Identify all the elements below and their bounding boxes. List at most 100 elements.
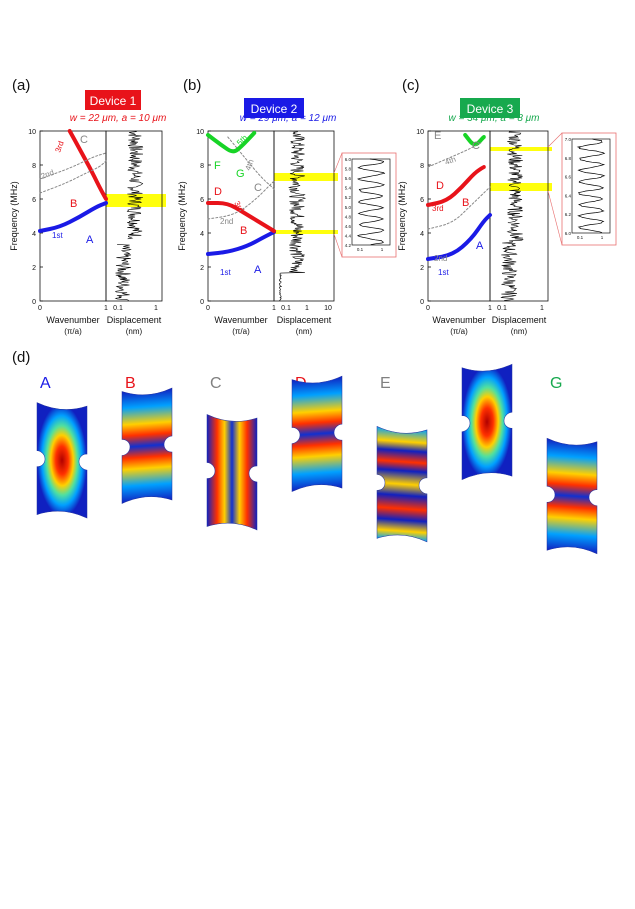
wn-tick-label: 1 [488, 305, 492, 312]
branch-label: 2nd [40, 168, 56, 181]
branch-label: 3rd [432, 204, 444, 213]
y-tick-label: 4 [200, 231, 204, 238]
inset-y-tick: 6.2 [565, 212, 572, 217]
mode-point-label: A [254, 264, 262, 276]
mode-point-label: B [240, 225, 247, 237]
wn-tick-label: 0 [38, 305, 42, 312]
wn-tick-label: 0 [206, 305, 210, 312]
inset-y-tick: 6.0 [345, 157, 352, 162]
device-params: w = 22 μm, a = 10 μm [70, 113, 167, 124]
inset-y-tick: 6.4 [565, 193, 572, 198]
disp-axis-unit: (nm) [296, 327, 313, 336]
inset-x-tick: 1 [381, 247, 384, 252]
dispersion-curve [67, 129, 108, 201]
inset-connector [333, 233, 343, 258]
inset-x-tick: 0.1 [577, 235, 584, 240]
disp-axis-label: Displacement [492, 315, 547, 325]
dispersion-curve [426, 165, 486, 207]
y-tick-label: 6 [420, 197, 424, 204]
displacement-trace [500, 130, 524, 301]
device-name: Device 1 [90, 94, 137, 108]
inset-y-tick: 5.6 [345, 176, 352, 181]
disp-tick-label: 10 [324, 305, 332, 312]
inset-y-tick: 4.2 [345, 243, 352, 248]
device-params: w = 29 μm, a = 12 μm [240, 113, 337, 124]
wn-axis-unit: (π/a) [64, 327, 82, 336]
inset-y-tick: 5.8 [345, 167, 352, 172]
mode-point-label: C [254, 182, 262, 194]
mode-label: G [550, 375, 562, 392]
disp-tick-label: 0.1 [281, 305, 291, 312]
zoom-inset-trace [576, 138, 606, 233]
y-tick-label: 2 [200, 265, 204, 272]
zoom-inset-frame [561, 132, 617, 246]
branch-label: 4th [444, 155, 458, 167]
displacement-frame [105, 130, 163, 302]
mode-point-label: G [236, 168, 245, 180]
mode-point-label: D [436, 180, 444, 192]
y-tick-label: 6 [32, 197, 36, 204]
wn-tick-label: 1 [272, 305, 276, 312]
y-tick-label: 10 [196, 129, 204, 136]
wavenumber-frame [207, 130, 275, 302]
mode-shape-a: A [36, 375, 88, 519]
inset-y-tick: 6.6 [565, 175, 572, 180]
inset-y-tick: 5.2 [345, 195, 352, 200]
mode-field-map [291, 375, 343, 492]
inset-y-tick: 4.6 [345, 224, 352, 229]
y-tick-label: 0 [32, 299, 36, 306]
dispersion-curve [38, 201, 108, 233]
disp-tick-label: 0.1 [113, 305, 123, 312]
mode-shape-c: C [206, 375, 258, 531]
mode-point-label: B [462, 197, 469, 209]
displacement-trace [278, 130, 307, 301]
y-axis-label: Frequency (MHz) [397, 181, 407, 251]
inset-connector [547, 132, 563, 148]
disp-axis-unit: (nm) [126, 327, 143, 336]
mode-label: B [125, 375, 136, 392]
resonance-band [490, 147, 552, 151]
dispersion-curve [427, 186, 491, 230]
inset-x-tick: 1 [601, 235, 604, 240]
wn-axis-unit: (π/a) [450, 327, 468, 336]
device-badge [244, 98, 304, 118]
inset-y-tick: 6.0 [565, 231, 572, 236]
mode-point-label: B [70, 198, 77, 210]
mode-field-map [121, 387, 173, 504]
mode-point-label: E [434, 130, 441, 142]
wn-axis-label: Wavenumber [214, 315, 267, 325]
panel-2: (b) Device 2w = 29 μm, a = 12 μm Frequency… [177, 77, 397, 336]
y-tick-label: 4 [32, 231, 36, 238]
device-badge [460, 98, 520, 118]
device-name: Device 2 [251, 102, 298, 116]
wn-tick-label: 0 [426, 305, 430, 312]
mode-point-label: D [214, 186, 222, 198]
dispersion-curve [39, 152, 107, 180]
dispersion-curve [463, 133, 486, 147]
y-tick-label: 8 [420, 163, 424, 170]
disp-tick-label: 1 [540, 305, 544, 312]
mode-shape-g: G [546, 375, 598, 555]
y-tick-label: 0 [420, 299, 424, 306]
panel-tag: (a) [12, 77, 30, 94]
wn-tick-label: 1 [104, 305, 108, 312]
y-tick-label: 4 [420, 231, 424, 238]
mode-label: C [210, 375, 222, 392]
mode-point-label: C [472, 140, 480, 152]
inset-y-tick: 4.4 [345, 233, 352, 238]
mode-field-map [36, 402, 88, 519]
dispersion-curve [206, 230, 277, 256]
inset-y-tick: 5.0 [345, 205, 352, 210]
y-tick-label: 8 [200, 163, 204, 170]
inset-y-tick: 4.8 [345, 214, 352, 219]
inset-y-tick: 6.8 [565, 156, 572, 161]
branch-label: 2nd [434, 254, 447, 263]
device-name: Device 3 [467, 102, 514, 116]
panel-3: (c) Device 3w = 34 μm, a = 8 μm Frequency … [397, 77, 617, 336]
disp-tick-label: 1 [154, 305, 158, 312]
disp-tick-label: 0.1 [497, 305, 507, 312]
branch-label: 1st [220, 268, 231, 277]
y-tick-label: 6 [200, 197, 204, 204]
branch-label: 2nd [220, 217, 233, 226]
dispersion-curve [206, 201, 276, 233]
